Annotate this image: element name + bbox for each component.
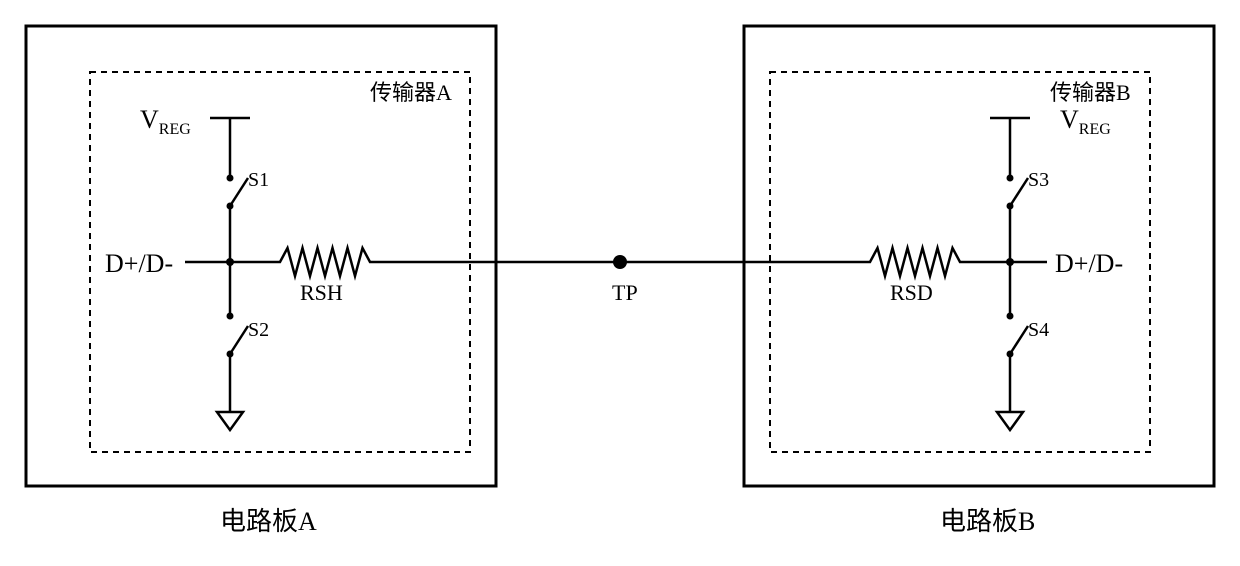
board-a-label: 电路板A — [220, 507, 317, 536]
switch-s2-label: S2 — [248, 319, 269, 341]
diagram-canvas: 电路板A传输器AVREGS1D+/D-RSHS2电路板B传输器BVREGS3D+… — [0, 0, 1240, 566]
board-b-label: 电路板B — [940, 507, 1035, 536]
vreg-b-label: VREG — [1060, 105, 1111, 138]
rsh-label: RSH — [300, 280, 343, 305]
dplusminus-a-label: D+/D- — [105, 249, 173, 278]
ground-icon — [217, 412, 243, 430]
switch-terminal — [227, 175, 234, 182]
dplusminus-b-label: D+/D- — [1055, 249, 1123, 278]
transmitter-a-label: 传输器A — [370, 80, 452, 105]
board-b-outer — [744, 26, 1214, 486]
tp-node — [613, 255, 627, 269]
switch-terminal — [1007, 175, 1014, 182]
rsd-label: RSD — [890, 280, 933, 305]
resistor — [270, 248, 380, 276]
switch-s4-label: S4 — [1028, 319, 1049, 341]
switch-terminal — [227, 313, 234, 320]
tp-label: TP — [612, 280, 638, 305]
vreg-a-label: VREG — [140, 105, 191, 138]
circuit-svg: 电路板A传输器AVREGS1D+/D-RSHS2电路板B传输器BVREGS3D+… — [0, 0, 1240, 566]
switch-terminal — [1007, 313, 1014, 320]
switch-s3-label: S3 — [1028, 169, 1049, 191]
resistor — [860, 248, 970, 276]
switch-s1-label: S1 — [248, 169, 269, 191]
switch-arm — [230, 178, 248, 206]
ground-icon — [997, 412, 1023, 430]
switch-arm — [230, 326, 248, 354]
switch-arm — [1010, 326, 1028, 354]
switch-arm — [1010, 178, 1028, 206]
transmitter-b-label: 传输器B — [1050, 80, 1131, 105]
